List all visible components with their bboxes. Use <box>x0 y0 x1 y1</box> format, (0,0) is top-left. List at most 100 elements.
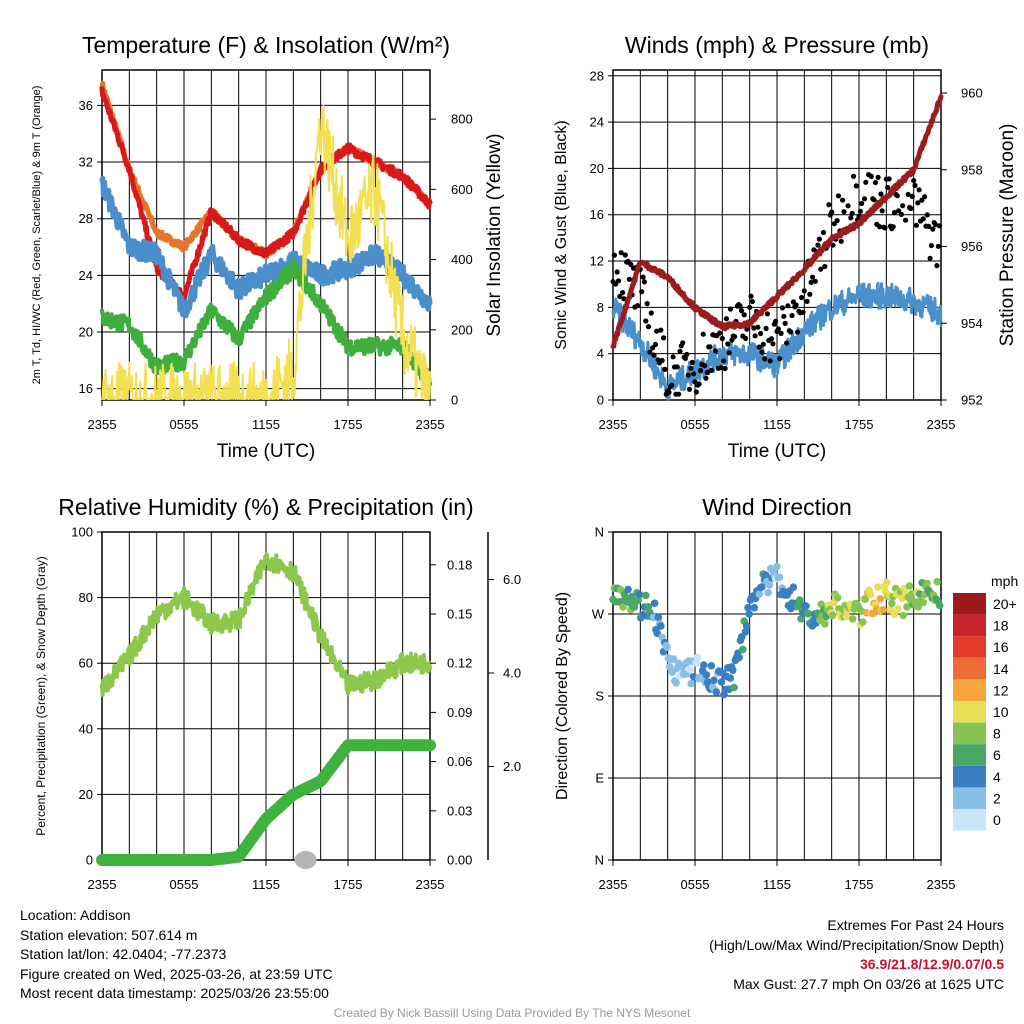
gust-point <box>932 222 939 228</box>
legend-swatch <box>953 657 986 680</box>
gust-point <box>640 274 646 280</box>
direction-point <box>744 603 752 612</box>
far-right-tick-label: 6.0 <box>503 572 521 587</box>
y-right-tick-label: 800 <box>451 112 473 127</box>
x-tick-label: 1155 <box>763 417 791 432</box>
gust-point <box>659 357 665 364</box>
x-tick-label: 1155 <box>252 417 280 432</box>
y-tick-label: W <box>592 607 605 622</box>
humidity-chart: 2355 0555 1155 1755 2355 0 20 40 60 80 100 Relative… <box>34 494 521 892</box>
gust-point <box>775 326 782 332</box>
gust-point <box>662 366 668 372</box>
gust-point <box>725 341 731 347</box>
gust-point <box>812 278 818 284</box>
legend-swatch <box>953 701 986 723</box>
dewpoint-line <box>99 257 433 387</box>
y-tick-label: 0 <box>86 853 93 868</box>
gust-point <box>641 279 648 285</box>
y-tick-label: 100 <box>71 525 93 540</box>
gust-point <box>816 236 823 242</box>
gust-point <box>645 324 652 330</box>
gust-point <box>614 269 620 275</box>
gust-point <box>807 291 813 297</box>
winds-chart: 2355 0555 1155 1755 2355 0 4 8 12 16 20 24 28 Winds (… <box>553 32 1018 462</box>
gust-point <box>758 330 764 337</box>
gust-point <box>922 194 928 200</box>
direction-point <box>663 643 671 651</box>
y-tick-label: 32 <box>79 155 93 170</box>
y-tick-label: E <box>595 771 604 786</box>
chart-title: Winds (mph) & Pressure (mb) <box>625 32 929 58</box>
legend-swatch <box>953 593 986 615</box>
gust-point <box>785 303 791 309</box>
gust-point <box>900 203 906 209</box>
gust-point <box>723 316 730 322</box>
gust-point <box>752 333 758 339</box>
gust-point <box>937 223 943 229</box>
x-tick-label: 1155 <box>763 877 791 892</box>
gust-point <box>712 348 719 354</box>
gust-point <box>781 313 787 319</box>
direction-point <box>914 603 923 611</box>
y-right-tick-label: 952 <box>961 393 983 408</box>
gust-point <box>876 224 883 230</box>
station-info: Location: Addison Station elevation: 507… <box>20 906 333 1004</box>
gust-point <box>747 304 753 310</box>
y-tick-label: 28 <box>79 211 93 226</box>
gust-point <box>670 354 676 360</box>
gust-point <box>829 209 835 215</box>
credit-text: Created By Nick Bassill Using Data Provi… <box>333 1006 691 1020</box>
gust-point <box>722 365 728 372</box>
gust-point <box>913 222 920 228</box>
x-tick-label: 1755 <box>334 877 363 892</box>
chart-title: Temperature (F) & Insolation (W/m²) <box>82 32 450 58</box>
y-right-tick-label: 956 <box>961 239 983 254</box>
direction-point <box>821 620 829 628</box>
direction-point <box>876 595 885 603</box>
gust-point <box>924 212 930 218</box>
y-tick-label: 16 <box>79 381 93 396</box>
y-tick-label: 20 <box>79 787 93 802</box>
gust-point <box>615 278 622 284</box>
direction-point <box>773 562 781 571</box>
y-tick-label: 12 <box>590 254 604 269</box>
gust-point <box>911 178 917 184</box>
y-axis-label: Direction (Colored By Speed) <box>554 592 571 800</box>
legend-label: 8 <box>993 726 1001 742</box>
legend-swatch <box>953 636 986 658</box>
gust-point <box>677 348 683 354</box>
gust-point <box>732 334 738 340</box>
y-right-tick-label: 600 <box>451 182 473 197</box>
location-text: Location: Addison <box>20 907 131 923</box>
legend-label: 6 <box>993 747 1001 763</box>
gust-point <box>719 335 725 342</box>
gust-point <box>835 193 842 199</box>
gust-point <box>707 344 713 350</box>
y-right-axis-label: Solar Insolation (Yellow) <box>484 133 505 336</box>
gust-point <box>717 330 723 336</box>
gust-point <box>834 218 840 224</box>
gust-point <box>767 358 773 364</box>
x-tick-label: 2355 <box>599 417 628 432</box>
direction-point <box>764 588 772 597</box>
y-right-tick-label: 0.18 <box>447 557 472 572</box>
gust-point <box>894 193 900 199</box>
legend-label: 16 <box>993 639 1009 655</box>
gust-point <box>777 356 783 362</box>
direction-point <box>842 612 851 621</box>
gust-point <box>721 358 727 364</box>
y-right-tick-label: 0.00 <box>447 853 472 868</box>
y-right-tick-label: 400 <box>451 252 473 267</box>
precip-point <box>424 739 436 752</box>
legend-swatch <box>953 679 986 701</box>
direction-point <box>750 604 759 612</box>
direction-point <box>861 595 870 603</box>
gust-point <box>863 179 869 185</box>
direction-point <box>686 665 694 674</box>
gust-point <box>886 176 892 182</box>
gust-point <box>935 243 941 249</box>
direction-point <box>874 583 882 591</box>
direction-point <box>866 590 875 599</box>
gust-point <box>773 318 779 324</box>
gust-point <box>684 351 690 357</box>
